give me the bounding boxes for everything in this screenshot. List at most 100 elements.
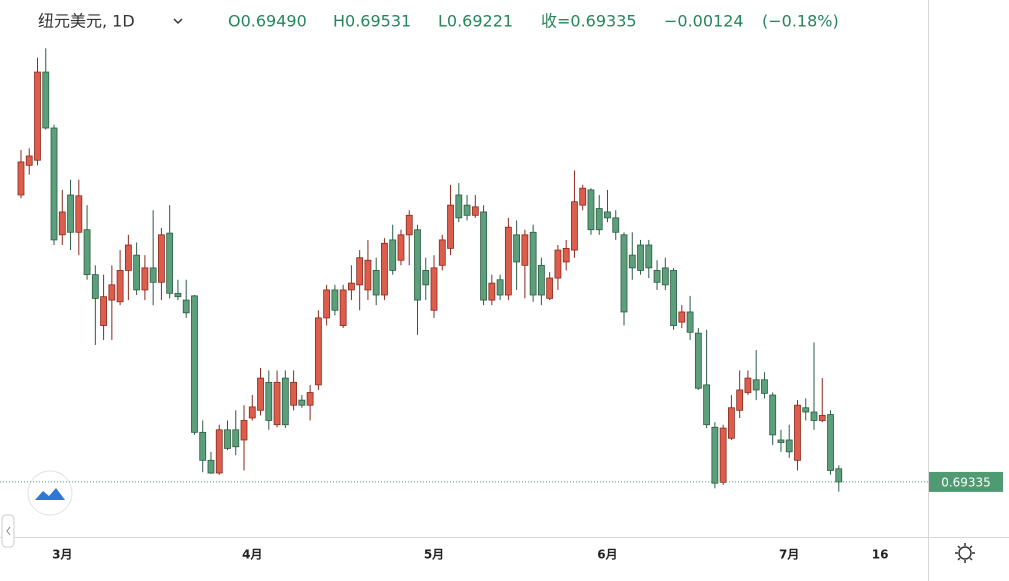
candle-body	[504, 226, 512, 296]
candle-body	[653, 270, 661, 283]
candle-body	[628, 254, 636, 269]
symbol: 纽元美元, 1D	[38, 12, 135, 31]
header-change-pct: (−0.18%)	[762, 12, 839, 31]
candle-body	[719, 427, 727, 483]
candle-body	[207, 459, 215, 474]
candle-body	[835, 468, 843, 483]
candle-body	[794, 404, 801, 461]
scroll-button[interactable]	[1, 514, 15, 548]
candle-body	[438, 239, 446, 266]
candle-body	[414, 229, 421, 301]
x-tick-label: 7月	[779, 548, 799, 562]
candle-body	[25, 155, 33, 166]
candle-body	[273, 381, 281, 426]
candle-body	[232, 429, 240, 448]
scroll-arrow[interactable]	[6, 526, 11, 536]
candle-body	[488, 282, 496, 301]
candle-body	[620, 234, 628, 313]
candle-body	[158, 234, 165, 283]
candle-body	[554, 249, 562, 279]
candle-body	[422, 270, 430, 286]
header-open: O0.69490	[228, 12, 307, 31]
candle-body	[661, 267, 669, 286]
candle-body	[777, 439, 785, 443]
candle-body	[290, 381, 297, 406]
candle-body	[562, 247, 570, 263]
candle-body	[827, 414, 834, 471]
candle-body	[818, 414, 826, 421]
candle-body	[480, 211, 487, 301]
candle-body	[372, 270, 380, 296]
candle-body	[50, 127, 58, 241]
candle-body	[314, 317, 322, 386]
candle-body	[694, 332, 702, 389]
candle-body	[215, 429, 223, 474]
candle-body	[339, 289, 347, 326]
candle-body	[463, 204, 471, 216]
header-low: L0.69221	[438, 12, 513, 31]
candle-body	[785, 439, 793, 453]
candle-body	[149, 267, 157, 283]
candle-body	[645, 244, 653, 269]
candle-body	[108, 284, 116, 301]
candle-body	[42, 71, 50, 129]
plot-area	[17, 48, 843, 492]
candle-body	[769, 394, 777, 436]
candle-body	[191, 295, 198, 433]
candle-body	[604, 211, 611, 219]
candle-body	[802, 407, 810, 413]
candle-body	[736, 389, 744, 411]
candle-body	[546, 277, 554, 299]
candle-body	[356, 257, 364, 286]
candle-body	[265, 381, 273, 421]
candle-body	[678, 311, 686, 323]
settings[interactable]	[955, 543, 975, 563]
candle-body	[703, 384, 711, 426]
candle-body	[124, 244, 132, 271]
candle-body	[637, 244, 644, 271]
candle-body	[430, 267, 438, 311]
candle-body	[529, 231, 537, 296]
x-tick-label: 6月	[597, 548, 617, 562]
candle-body	[281, 377, 289, 426]
candle-body	[686, 311, 694, 333]
candle-body	[711, 426, 719, 484]
logo[interactable]	[27, 470, 73, 516]
candle-body	[405, 214, 413, 236]
candle-body	[67, 194, 74, 233]
candle-body	[240, 420, 248, 441]
candle-body	[455, 194, 463, 219]
candle-body	[224, 429, 231, 449]
candle-body	[348, 282, 355, 291]
candle-body	[323, 289, 331, 319]
candle-body	[389, 239, 397, 271]
candle-body	[761, 379, 768, 394]
candle-body	[364, 259, 372, 291]
candle-body	[17, 161, 25, 196]
candle-body	[34, 71, 41, 161]
candle-body	[521, 234, 529, 266]
interval-menu[interactable]	[173, 18, 183, 25]
last-price-label: 0.69335	[941, 475, 991, 489]
candle-body	[447, 204, 454, 249]
candle-body	[248, 406, 256, 419]
logo-circle[interactable]	[27, 470, 73, 516]
candle-body	[182, 299, 190, 314]
candle-body	[133, 254, 141, 291]
candle-body	[670, 270, 677, 326]
settings-spokes[interactable]	[955, 543, 975, 563]
header-close: 收=0.69335	[541, 12, 637, 31]
candle-body	[83, 229, 91, 276]
x-tick-label: 4月	[242, 548, 262, 562]
candle-body	[199, 431, 207, 461]
candle-body	[579, 187, 587, 206]
candle-body	[75, 195, 83, 233]
candle-body	[571, 201, 578, 251]
x-tick-label: 3月	[52, 548, 72, 562]
logo-mark[interactable]	[35, 488, 65, 500]
settings-gear[interactable]	[958, 546, 972, 560]
candle-body	[141, 267, 149, 291]
candle-body	[612, 217, 620, 233]
